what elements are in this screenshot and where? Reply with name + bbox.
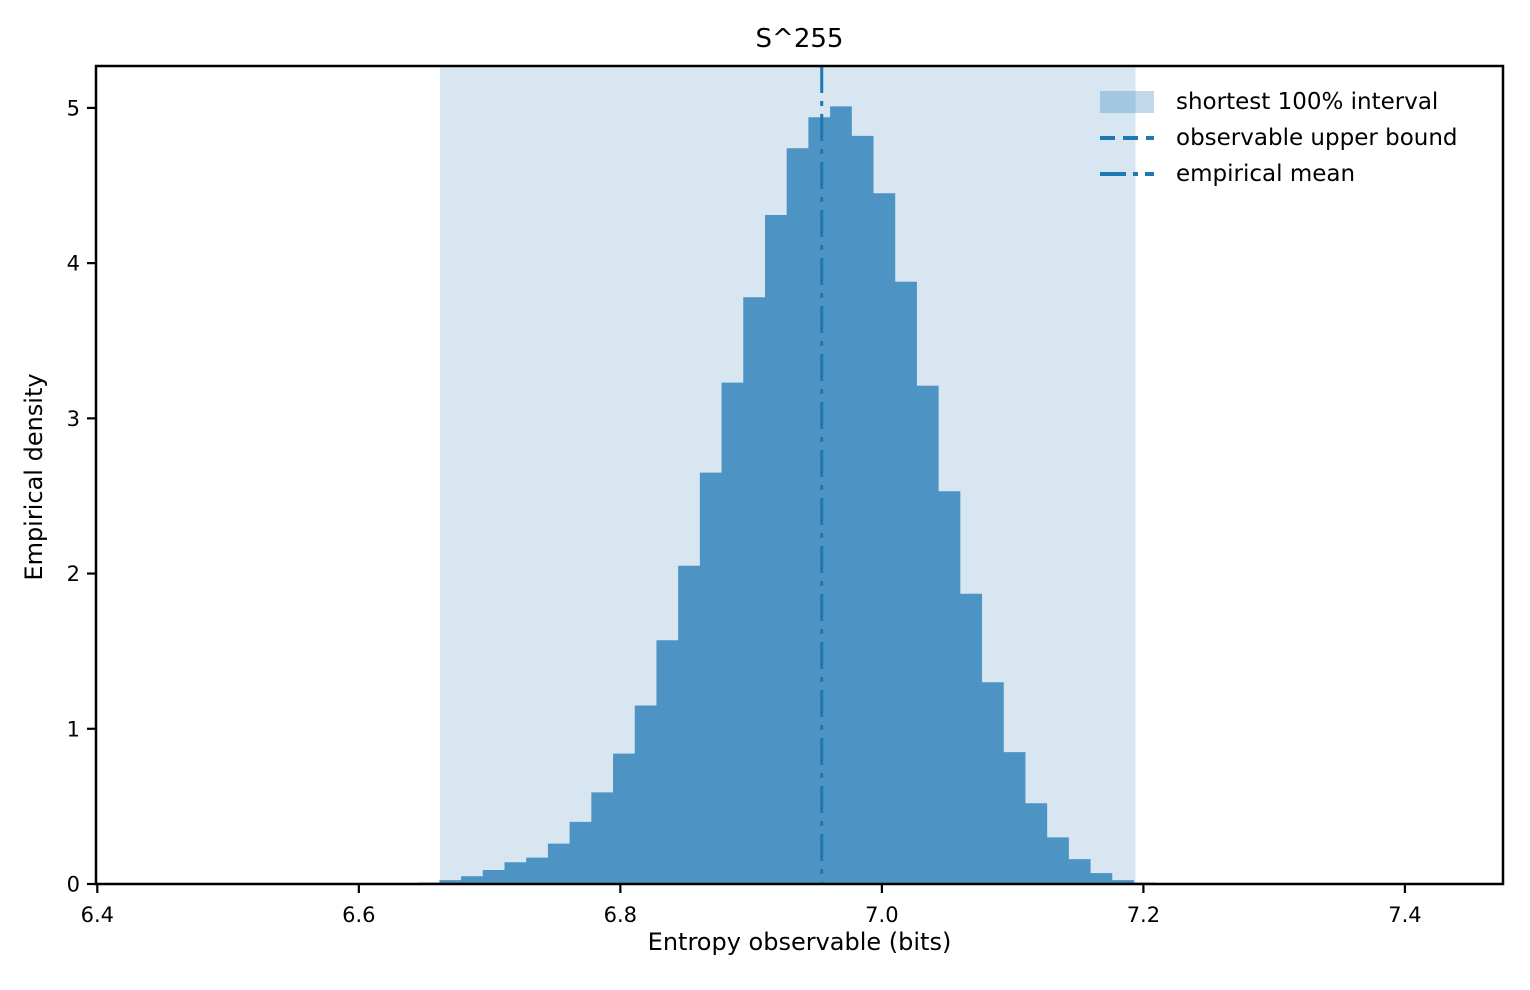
y-tick-label: 2 [67,562,80,586]
dashdot-line-icon [1100,172,1154,176]
dashed-line-icon [1100,136,1154,140]
histogram-bars [417,106,1156,884]
y-tick-label: 3 [67,407,80,431]
legend-label: empirical mean [1176,161,1356,187]
legend-label: observable upper bound [1176,125,1458,151]
legend-entry-upper-bound: observable upper bound [1100,120,1458,156]
legend-label: shortest 100% interval [1176,89,1439,115]
x-tick-label: 6.6 [342,903,375,927]
y-tick-label: 4 [67,252,80,276]
legend-entry-interval: shortest 100% interval [1100,84,1458,120]
x-axis-label: Entropy observable (bits) [647,928,952,956]
x-tick-label: 7.4 [1388,903,1421,927]
chart-title: S^255 [755,24,844,54]
x-tick-label: 7.0 [865,903,898,927]
x-tick-label: 6.8 [604,903,637,927]
legend: shortest 100% interval observable upper … [1100,84,1458,192]
legend-entry-mean: empirical mean [1100,156,1458,192]
plot-border [94,64,1505,886]
y-axis-label: Empirical density [20,373,48,581]
y-tick-label: 5 [67,96,80,120]
y-tick-label: 0 [67,873,80,897]
y-tick-label: 1 [67,717,80,741]
x-tick-label: 6.4 [81,903,114,927]
interval-patch-icon [1100,91,1154,113]
x-tick-label: 7.2 [1127,903,1160,927]
